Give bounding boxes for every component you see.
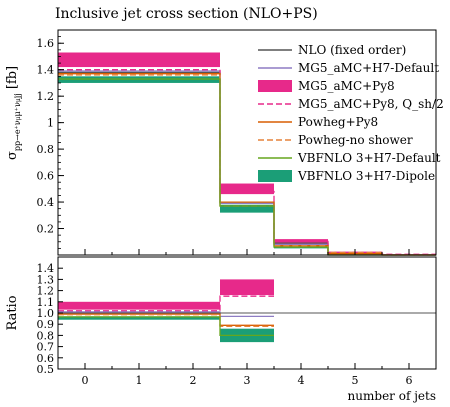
- x-tick-label: 4: [298, 374, 305, 387]
- ratio-tick-label: 1.4: [37, 262, 55, 275]
- x-tick-label: 2: [190, 374, 197, 387]
- ratio-tick-label: 0.5: [37, 363, 55, 376]
- ratio-tick-label: 1.0: [37, 307, 55, 320]
- y-tick-label: 0.2: [37, 223, 55, 236]
- series-7-band-bin-1: [220, 204, 274, 213]
- ratio-y-axis-title: Ratio: [5, 295, 20, 330]
- ratio-y-ticks: 0.50.60.70.80.91.01.11.21.31.4: [37, 262, 63, 376]
- series-2-band-bin-1: [220, 183, 274, 195]
- ratio-x-ticks: [57, 363, 437, 369]
- x-tick-label: 3: [244, 374, 251, 387]
- x-tick-label: 5: [352, 374, 359, 387]
- x-tick-labels: 0 1 2 3 4 5 6: [82, 374, 413, 387]
- ratio-series-1-line: [58, 295, 274, 312]
- y-tick-label: 0.6: [37, 170, 55, 183]
- legend-label: NLO (fixed order): [298, 43, 406, 57]
- x-tick-label: 0: [82, 374, 89, 387]
- main-y-ticks: 0.2 0.4 0.6 0.8 1 1.2 1.4 1.6: [37, 36, 64, 249]
- legend-label: Powheg-no shower: [298, 133, 413, 147]
- ratio-tick-label: 0.7: [37, 341, 55, 354]
- y-tick-label: 1.6: [37, 37, 55, 50]
- x-tick-label: 1: [136, 374, 143, 387]
- legend-swatch: [258, 170, 292, 182]
- ratio-tick-label: 1.3: [37, 273, 55, 286]
- ratio-series-0-band-bin-0: [58, 301, 220, 310]
- y-axis-label: σpp→e⁺νμμ⁺νμjj [fb]: [5, 66, 22, 160]
- legend-label: MG5_aMC+Py8: [298, 79, 395, 93]
- ratio-lines: [58, 295, 436, 337]
- main-x-ticks: [57, 249, 437, 255]
- y-tick-label: 1.4: [37, 64, 55, 77]
- legend-label: MG5_aMC+H7-Default: [298, 61, 439, 75]
- y-tick-label: 1.2: [37, 90, 55, 103]
- ratio-tick-label: 0.8: [37, 329, 55, 342]
- legend-swatch: [258, 80, 292, 92]
- y-axis-title: σpp→e⁺νμμ⁺νμjj [fb]: [5, 66, 22, 160]
- ratio-tick-label: 0.9: [37, 318, 55, 331]
- legend-label: Powheg+Py8: [298, 115, 378, 129]
- ratio-tick-label: 1.2: [37, 285, 55, 298]
- y-tick-label: 0.8: [37, 143, 55, 156]
- ratio-series-0-band-bin-1: [220, 279, 274, 296]
- ratio-series-6-band-bin-0: [58, 316, 220, 320]
- y-tick-label: 1: [47, 117, 54, 130]
- series-2-band-bin-0: [58, 52, 220, 68]
- ratio-tick-label: 1.1: [37, 296, 55, 309]
- legend-label: VBFNLO 3+H7-Dipole: [297, 169, 435, 183]
- legend: NLO (fixed order) MG5_aMC+H7-Default MG5_a…: [258, 43, 444, 183]
- main-panel: 0.2 0.4 0.6 0.8 1 1.2 1.4 1.6: [37, 29, 437, 256]
- x-axis-title: number of jets: [348, 389, 436, 403]
- x-tick-label: 6: [406, 374, 413, 387]
- ratio-panel: 0.50.60.70.80.91.01.11.21.31.4: [37, 256, 437, 376]
- ratio-series-5-line: [58, 316, 274, 337]
- y-tick-label: 0.4: [37, 196, 55, 209]
- ratio-tick-label: 0.6: [37, 352, 55, 365]
- series-2-band-bin-2: [274, 239, 328, 245]
- legend-label: MG5_aMC+Py8, Q_sh/2: [298, 97, 444, 111]
- legend-label: VBFNLO 3+H7-Default: [297, 151, 441, 165]
- chart-title: Inclusive jet cross section (NLO+PS): [55, 6, 318, 22]
